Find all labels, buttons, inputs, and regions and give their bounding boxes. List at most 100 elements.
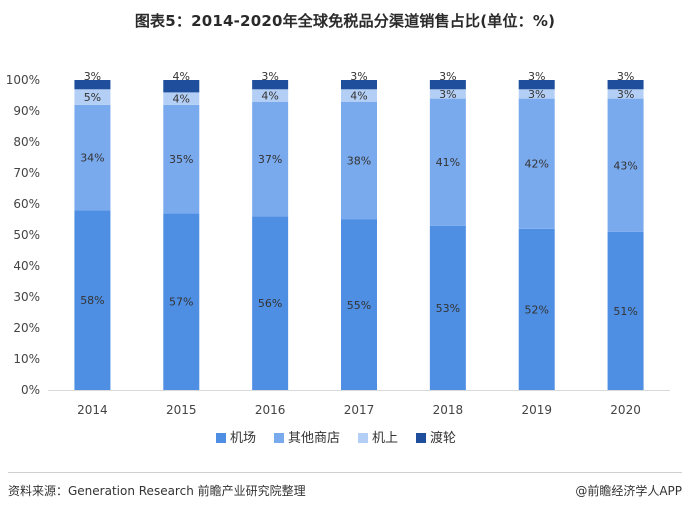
chart-title: 图表5：2014-2020年全球免税品分渠道销售占比(单位：%)	[134, 12, 556, 30]
y-tick-label: 100%	[6, 73, 40, 87]
bar-segment	[163, 80, 200, 93]
legend-label: 其他商店	[288, 431, 340, 446]
data-label: 55%	[347, 299, 371, 312]
y-tick-label: 80%	[13, 135, 40, 149]
legend-swatch	[358, 433, 368, 443]
data-label: 58%	[80, 294, 104, 307]
data-label: 42%	[524, 158, 548, 171]
bar-segment	[429, 98, 466, 226]
data-label: 3%	[617, 70, 634, 83]
bar-group-2015: 57% 35% 4% 4%	[163, 70, 200, 390]
bar-segment	[518, 228, 555, 390]
bar-segment	[252, 89, 289, 102]
data-label: 3%	[528, 88, 545, 101]
data-label: 34%	[80, 152, 104, 165]
legend-label: 机上	[372, 431, 398, 446]
y-tick-label: 0%	[21, 383, 40, 397]
bar-group-2016: 56% 37% 4% 3%	[252, 70, 289, 390]
y-tick-label: 10%	[13, 352, 40, 366]
bar-segment	[252, 216, 289, 390]
bar-segment	[163, 104, 200, 214]
footer-divider	[8, 472, 682, 473]
legend-swatch	[274, 433, 284, 443]
bar-segment	[163, 92, 200, 105]
x-tick-label: 2015	[166, 403, 197, 417]
data-label: 37%	[258, 153, 282, 166]
stacked-bar-chart: 0% 10% 20% 30% 40% 50% 60% 70% 80% 90% 100% 58% 34%…	[6, 70, 670, 446]
data-label: 38%	[347, 155, 371, 168]
data-label: 5%	[84, 91, 101, 104]
data-label: 3%	[617, 88, 634, 101]
bar-segment	[252, 101, 289, 217]
bar-segment	[518, 80, 555, 90]
x-axis: 2014 2015 2016 2017 2018 2019 2020	[48, 390, 670, 417]
bar-segment	[429, 89, 466, 99]
y-axis: 0% 10% 20% 30% 40% 50% 60% 70% 80% 90% 100%	[6, 73, 40, 397]
y-tick-label: 70%	[13, 166, 40, 180]
x-tick-label: 2019	[521, 403, 552, 417]
bar-group-2018: 53% 41% 3% 3%	[429, 70, 466, 390]
legend-swatch	[416, 433, 426, 443]
x-tick-label: 2020	[610, 403, 641, 417]
data-label: 43%	[613, 159, 637, 172]
bar-segment	[607, 89, 644, 99]
data-label: 3%	[350, 70, 367, 83]
bar-segment	[74, 104, 111, 211]
bar-segment	[341, 101, 377, 220]
data-label: 35%	[169, 153, 193, 166]
bar-group-2017: 55% 38% 4% 3%	[341, 70, 377, 390]
y-tick-label: 60%	[13, 197, 40, 211]
legend-swatch	[216, 433, 226, 443]
bar-segment	[607, 80, 644, 90]
bar-segment	[341, 89, 377, 102]
bar-segment	[341, 80, 377, 90]
bar-segment	[252, 80, 289, 90]
bar-segment	[429, 80, 466, 90]
bar-segment	[74, 210, 111, 390]
data-label: 3%	[84, 70, 101, 83]
bar-segment	[429, 225, 466, 390]
data-label: 3%	[261, 70, 278, 83]
bar-segment	[518, 98, 555, 229]
legend-item: 机场	[216, 431, 256, 446]
y-tick-label: 90%	[13, 104, 40, 118]
data-label: 4%	[173, 93, 190, 106]
legend-item: 渡轮	[416, 430, 456, 446]
bar-segment	[607, 231, 644, 390]
y-tick-label: 20%	[13, 321, 40, 335]
bar-group-2020: 51% 43% 3% 3%	[607, 70, 644, 390]
bar-segment	[607, 98, 644, 232]
x-tick-label: 2014	[77, 403, 108, 417]
source-note: 资料来源：Generation Research 前瞻产业研究院整理	[8, 484, 306, 498]
bars: 58% 34% 5% 3% 57% 35% 4% 4% 56% 37% 4% 3% 55% 38% 4% 3%…	[74, 70, 644, 390]
legend: 机场 其他商店 机上 渡轮	[216, 430, 456, 446]
data-label: 4%	[350, 90, 367, 103]
bar-segment	[518, 89, 555, 99]
data-label: 51%	[613, 305, 637, 318]
data-label: 3%	[528, 70, 545, 83]
bar-segment	[341, 219, 377, 390]
legend-item: 机上	[358, 431, 398, 446]
legend-item: 其他商店	[274, 431, 340, 446]
bar-group-2014: 58% 34% 5% 3%	[74, 70, 111, 390]
legend-label: 机场	[230, 431, 256, 446]
data-label: 57%	[169, 296, 193, 309]
bar-segment	[163, 213, 200, 390]
data-label: 3%	[439, 88, 456, 101]
bar-segment	[74, 89, 111, 105]
y-tick-label: 40%	[13, 259, 40, 273]
data-label: 52%	[524, 303, 548, 316]
bar-segment	[74, 80, 111, 90]
x-tick-label: 2016	[255, 403, 286, 417]
publisher-credit: @前瞻经济学人APP	[575, 484, 682, 498]
bar-group-2019: 52% 42% 3% 3%	[518, 70, 555, 390]
y-tick-label: 50%	[13, 228, 40, 242]
data-label: 4%	[261, 90, 278, 103]
data-label: 41%	[436, 156, 460, 169]
x-tick-label: 2018	[433, 403, 464, 417]
y-tick-label: 30%	[13, 290, 40, 304]
data-label: 4%	[173, 70, 190, 83]
x-tick-label: 2017	[344, 403, 375, 417]
legend-label: 渡轮	[430, 430, 456, 446]
data-label: 56%	[258, 297, 282, 310]
